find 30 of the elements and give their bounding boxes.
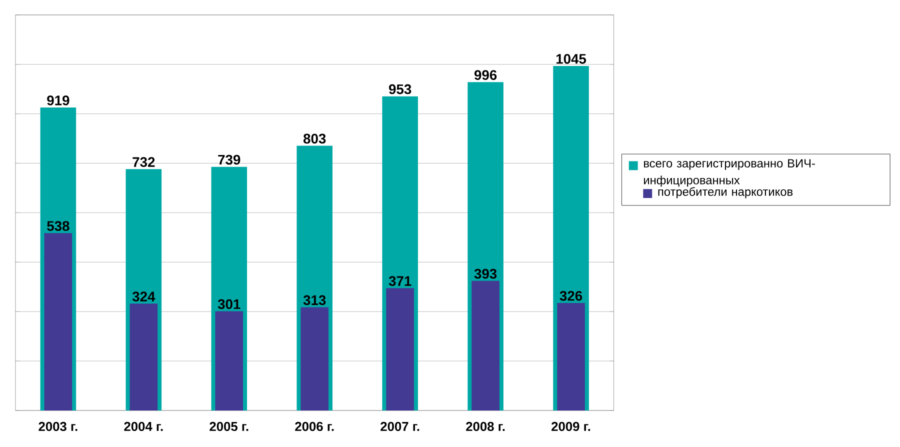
data-label: 538	[47, 220, 70, 231]
data-label: 324	[132, 292, 156, 302]
data-label: 803	[303, 134, 326, 144]
data-label: 996	[474, 70, 497, 80]
legend-label: потребители наркотиков	[658, 186, 793, 198]
x-tick-label: 2006 г.	[295, 422, 334, 431]
bar	[130, 304, 158, 410]
x-tick-label: 2009 г.	[552, 422, 590, 431]
bar	[300, 307, 329, 410]
data-label: 301	[218, 299, 240, 309]
legend-label: всего зарегистрированно ВИЧ-инфицированных	[644, 159, 815, 187]
x-tick-label: 2005 г.	[210, 422, 248, 431]
data-label: 393	[474, 268, 497, 279]
data-label: 1045	[556, 54, 586, 64]
bar	[557, 302, 585, 410]
x-tick-label: 2003 г.	[38, 422, 78, 431]
bar	[215, 311, 244, 410]
data-label: 371	[388, 276, 412, 286]
x-tick-label: 2007 г.	[380, 422, 420, 431]
data-label: 953	[388, 84, 412, 94]
data-label: 732	[132, 157, 155, 167]
x-tick-label: 2008 г.	[466, 422, 505, 431]
data-label: 313	[303, 295, 326, 305]
x-tick-label: 2004 г.	[124, 422, 163, 431]
data-label: 739	[218, 154, 240, 165]
bar	[472, 280, 500, 410]
bar	[44, 233, 72, 410]
bar	[386, 288, 414, 410]
data-label: 326	[560, 290, 582, 301]
data-label: 919	[47, 95, 70, 106]
